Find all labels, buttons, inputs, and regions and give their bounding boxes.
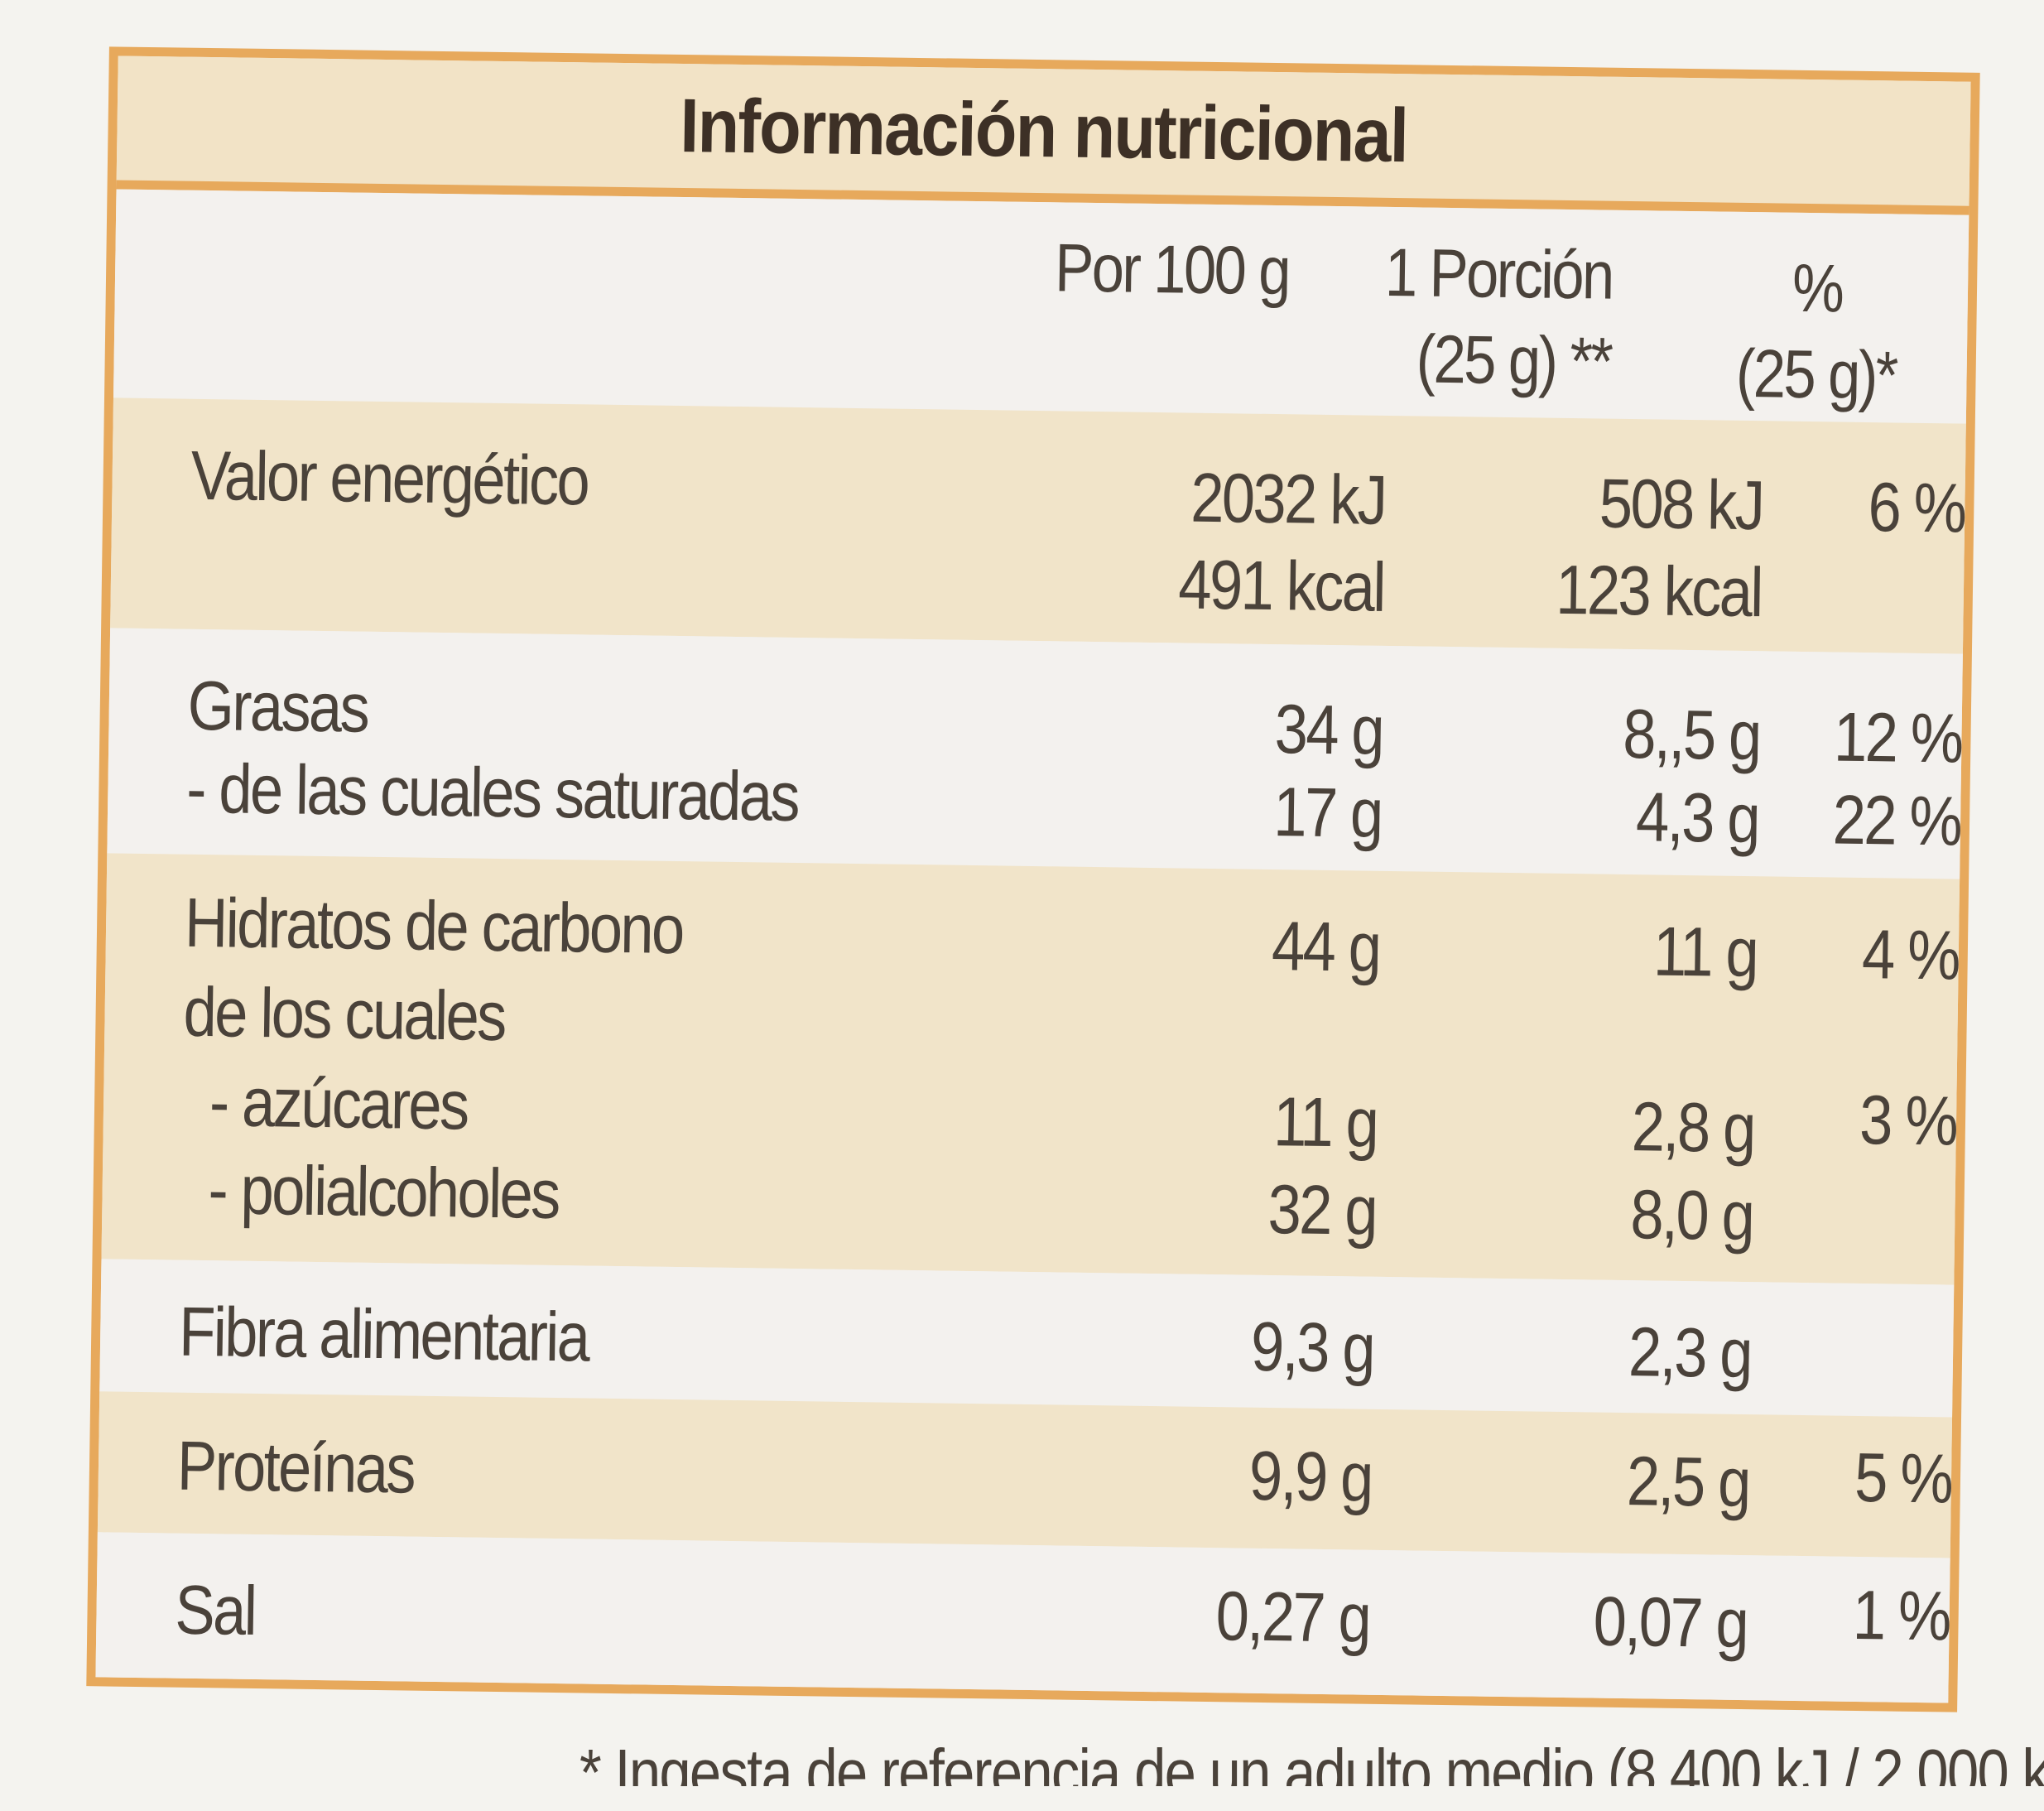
- header-per-100g: Por 100 g: [1055, 230, 1290, 310]
- polyols-portion: 8,0 g: [1629, 1175, 1754, 1255]
- energy-portion-kj: 508 kJ: [1599, 464, 1764, 545]
- sugars-percent: 3 %: [1859, 1080, 1957, 1160]
- nutrition-panel: Información nutricional Por 100 g 1 Porc…: [86, 46, 1980, 1712]
- header-portion-size: (25 g) **: [1415, 321, 1612, 400]
- carbs-per-100g: 44 g: [1270, 907, 1380, 986]
- salt-per-100g: 0,27 g: [1215, 1577, 1371, 1657]
- footnote: * Ingesta de referencia de un adulto med…: [580, 1736, 2044, 1809]
- polyols-per-100g: 32 g: [1267, 1169, 1377, 1250]
- protein-per-100g: 9,9 g: [1248, 1436, 1373, 1516]
- energy-row: Valor energético 2032 kJ 491 kcal 508 kJ…: [110, 397, 1966, 654]
- energy-per-100g: 2032 kJ 491 kcal: [1178, 454, 1386, 630]
- of-which-label: de los cuales: [183, 972, 506, 1056]
- energy-percent: 6 %: [1867, 468, 1966, 547]
- carbs-percent: 4 %: [1861, 914, 1960, 995]
- header-portion-label: 1 Porción: [1383, 234, 1613, 314]
- header-percent: % (25 g)*: [1723, 245, 1910, 420]
- saturated-label: - de las cuales saturadas: [185, 749, 799, 836]
- carbs-label: Hidratos de carbono: [184, 883, 684, 969]
- fibre-row: Fibra alimentaria 9,3 g 2,3 g: [99, 1259, 1955, 1418]
- fat-row: Grasas 34 g 8,,5 g 12 % - de las cuales …: [107, 628, 1963, 879]
- header-portion: 1 Porción (25 g) **: [1383, 230, 1613, 406]
- fibre-label: Fibra alimentaria: [178, 1292, 589, 1376]
- saturated-percent: 22 %: [1832, 780, 1961, 860]
- salt-portion: 0,07 g: [1593, 1582, 1748, 1663]
- salt-row: Sal 0,27 g 0,07 g 1 %: [95, 1532, 1950, 1703]
- header-percent-label: %: [1792, 250, 1843, 327]
- energy-per-100g-kcal: 491 kcal: [1177, 545, 1385, 626]
- saturated-per-100g: 17 g: [1272, 773, 1382, 852]
- energy-per-100g-kj: 2032 kJ: [1190, 458, 1387, 539]
- energy-portion-kcal: 123 kcal: [1555, 550, 1763, 632]
- salt-label: Sal: [174, 1570, 256, 1650]
- saturated-portion: 4,3 g: [1635, 778, 1759, 858]
- protein-label: Proteínas: [176, 1426, 415, 1508]
- salt-percent: 1 %: [1852, 1575, 1950, 1655]
- carbs-row: Hidratos de carbono 44 g 11 g 4 % de los…: [101, 853, 1960, 1285]
- header-percent-size: (25 g)*: [1735, 335, 1897, 414]
- fat-portion: 8,,5 g: [1622, 694, 1761, 775]
- energy-label: Valor energético: [190, 436, 589, 520]
- energy-portion: 508 kJ 123 kcal: [1556, 460, 1763, 636]
- sugars-portion: 2,8 g: [1631, 1087, 1755, 1168]
- carbs-portion: 11 g: [1652, 912, 1758, 992]
- sugars-label: - azúcares: [209, 1062, 469, 1144]
- panel-title: Información nutricional: [679, 83, 1408, 178]
- sugars-per-100g: 11 g: [1272, 1082, 1378, 1162]
- header-row: Por 100 g 1 Porción (25 g) ** % (25 g)*: [113, 189, 1969, 424]
- fat-per-100g: 34 g: [1273, 690, 1383, 769]
- fat-label: Grasas: [187, 666, 368, 747]
- title-bar: Información nutricional: [116, 55, 1971, 215]
- fibre-portion: 2,3 g: [1628, 1312, 1752, 1393]
- protein-row: Proteínas 9,9 g 2,5 g 5 %: [97, 1391, 1953, 1558]
- protein-portion: 2,5 g: [1626, 1442, 1750, 1522]
- fibre-per-100g: 9,3 g: [1250, 1307, 1374, 1387]
- protein-percent: 5 %: [1854, 1438, 1952, 1518]
- polyols-label: - polialcoholes: [208, 1150, 560, 1234]
- fat-percent: 12 %: [1833, 697, 1963, 778]
